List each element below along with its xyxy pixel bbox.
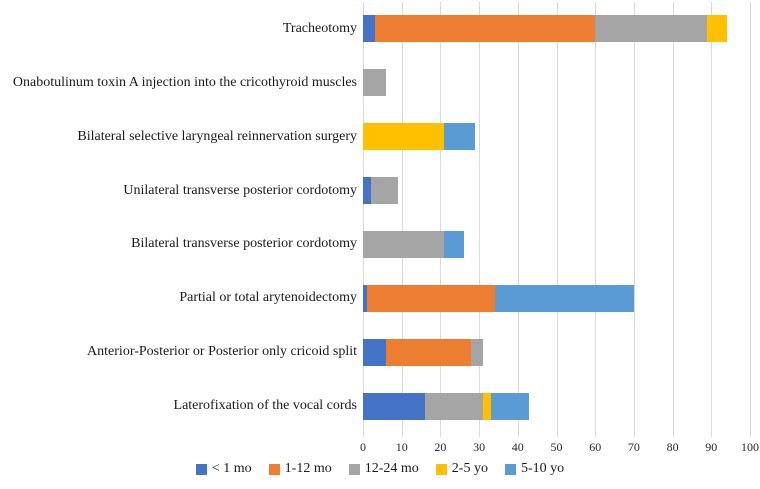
gridline [440,2,442,433]
stacked-bar [363,338,483,366]
gridline [556,2,558,433]
category-label: Bilateral transverse posterior cordotomy [131,236,357,252]
legend-swatch-icon [435,463,447,475]
legend-item: 12-24 mo [348,461,419,477]
stacked-bar [363,15,727,43]
gridline [711,2,713,433]
bar-segment [490,392,530,420]
bar-segment [482,392,491,420]
legend-swatch-icon [504,463,516,475]
x-axis-tick-label: 0 [360,440,366,454]
x-axis-tick-label: 40 [511,440,524,454]
x-axis-tick-label: 20 [434,440,447,454]
x-axis-tick-label: 80 [666,440,679,454]
x-axis-tick [479,433,481,437]
stacked-bar [363,284,634,312]
category-label: Anterior-Posterior or Posterior only cri… [87,344,357,360]
gridline [479,2,481,433]
x-axis-tick [401,433,403,437]
x-axis-tick [672,433,674,437]
bar-segment [444,230,464,258]
legend-label: 2-5 yo [451,461,488,476]
category-label: Partial or total arytenoidectomy [179,290,357,306]
bar-segment [363,69,387,97]
legend-item: 5-10 yo [504,461,565,477]
category-label: Tracheotomy [282,20,357,36]
chart-legend: < 1 mo 1-12 mo 12-24 mo 2-5 yo 5-10 yo [0,461,760,477]
x-axis-tick [633,433,635,437]
legend-label: 1-12 mo [284,461,332,476]
legend-label: < 1 mo [211,461,252,476]
x-axis-tick [750,433,751,437]
x-axis-tick-label: 50 [550,440,563,454]
bar-segment [363,230,445,258]
gridline [401,2,403,433]
bar-segment [363,15,375,43]
bar-segment [494,284,634,312]
bar-segment [363,177,371,205]
x-axis-tick [440,433,442,437]
legend-swatch-icon [348,463,360,475]
gridline [517,2,519,433]
legend-swatch-icon [268,463,280,475]
category-label: Unilateral transverse posterior cordotom… [123,182,357,198]
bar-segment [595,15,708,43]
bar-segment [370,177,398,205]
plot-area [363,2,751,433]
bar-segment [471,338,483,366]
bar-segment [363,338,387,366]
gridline [595,2,597,433]
x-axis-tick [363,433,364,437]
legend-label: 12-24 mo [364,461,419,476]
bar-segment [363,392,425,420]
gridline [672,2,674,433]
stacked-bar [363,123,476,151]
x-axis-tick-label: 30 [473,440,486,454]
legend-swatch-icon [195,463,207,475]
x-axis-tick [711,433,713,437]
category-label: Onabotulinum toxin A injection into the … [12,74,357,90]
x-axis-tick [556,433,558,437]
x-axis-tick [517,433,519,437]
bar-segment [424,392,483,420]
gridline [633,2,635,433]
bar-segment [374,15,596,43]
gridline [750,2,751,433]
legend-item: 2-5 yo [435,461,488,477]
bar-segment [707,15,727,43]
stacked-bar [363,230,464,258]
bar-segment [386,338,472,366]
bar-segment [444,123,476,151]
stacked-bar [363,392,530,420]
x-axis-tick-label: 70 [627,440,640,454]
x-axis-tick-label: 60 [589,440,602,454]
stacked-bar [363,69,387,97]
legend-item: 1-12 mo [268,461,332,477]
legend-item: < 1 mo [195,461,252,477]
gridline [363,2,364,433]
category-label: Laterofixation of the vocal cords [173,398,357,414]
x-axis-tick-label: 90 [705,440,718,454]
bar-segment [363,284,367,312]
x-axis-tick-label: 10 [395,440,408,454]
legend-label: 5-10 yo [520,461,565,476]
bar-segment [366,284,495,312]
stacked-bar [363,177,398,205]
category-label: Bilateral selective laryngeal reinnervat… [77,128,357,144]
x-axis-tick [595,433,597,437]
bar-segment [363,123,445,151]
x-axis-tick-label: 100 [741,440,759,454]
